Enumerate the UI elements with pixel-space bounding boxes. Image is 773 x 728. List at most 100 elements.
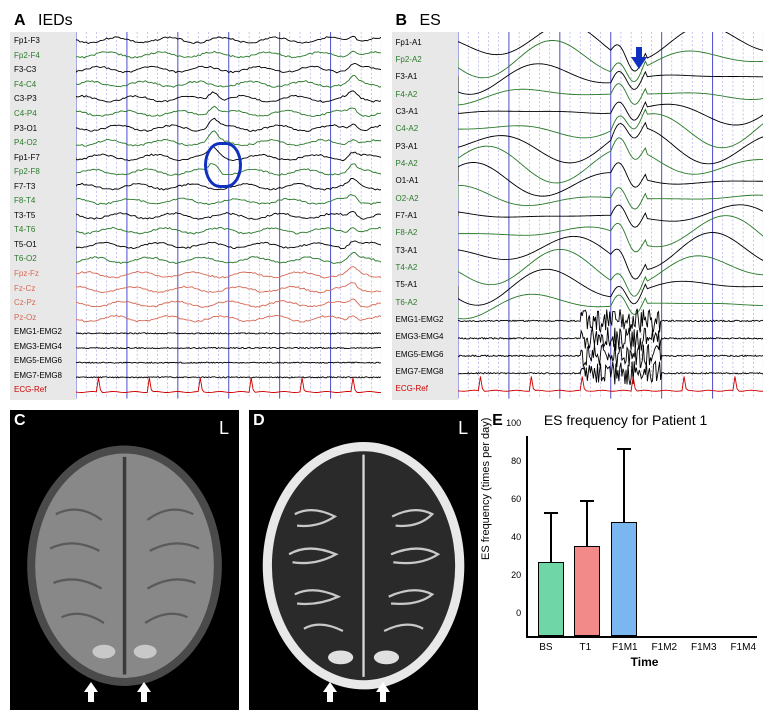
panel-a-traces [76, 32, 382, 400]
channel-label: Fp2-F4 [14, 52, 72, 60]
channel-label: P3-O1 [14, 125, 72, 133]
x-tick-label: BS [526, 642, 565, 653]
channel-label: P3-A1 [396, 143, 454, 151]
panel-d-arrow-right [375, 682, 391, 706]
y-tick-label: 40 [511, 532, 521, 542]
panel-a-eeg: A IEDs Fp1-F3 Fp2-F4 F3-C3 F4-C4 C3-P3 C4-P4 P… [10, 10, 382, 400]
panel-a-label: A [14, 12, 26, 30]
x-tick-label: F1M4 [724, 642, 763, 653]
y-tick-label: 0 [516, 608, 521, 618]
panel-d-label: D [253, 412, 265, 430]
channel-label: Cz-Pz [14, 299, 72, 307]
x-tick-label: F1M3 [684, 642, 723, 653]
x-tick-label: F1M2 [645, 642, 684, 653]
channel-label: F4-A2 [396, 91, 454, 99]
channel-label: EMG3-EMG4 [396, 333, 454, 341]
channel-label: F8-A2 [396, 229, 454, 237]
channel-label: O1-A1 [396, 177, 454, 185]
y-tick-label: 60 [511, 494, 521, 504]
panel-c-arrow-right [136, 682, 152, 706]
panel-d-arrow-left [322, 682, 338, 706]
channel-label: EMG7-EMG8 [396, 368, 454, 376]
channel-label: EMG7-EMG8 [14, 372, 72, 380]
channel-label: T6-O2 [14, 255, 72, 263]
channel-label: C4-P4 [14, 110, 72, 118]
channel-label: F8-T4 [14, 197, 72, 205]
panel-c-side-label: L [219, 418, 229, 439]
bar [574, 546, 600, 636]
panel-a-channel-labels: Fp1-F3 Fp2-F4 F3-C3 F4-C4 C3-P3 C4-P4 P3-O1 P4-… [10, 32, 76, 400]
channel-label: EMG5-EMG6 [14, 357, 72, 365]
channel-label: EMG5-EMG6 [396, 351, 454, 359]
panel-a-body: Fp1-F3 Fp2-F4 F3-C3 F4-C4 C3-P3 C4-P4 P3-O1 P4-… [10, 32, 382, 400]
channel-label: T6-A2 [396, 299, 454, 307]
panel-b-arrow-annotation [629, 47, 649, 73]
bar [611, 522, 637, 636]
panel-a-title: IEDs [38, 12, 73, 30]
channel-label: F3-A1 [396, 73, 454, 81]
bar-wrap [643, 436, 680, 636]
bar-wrap [569, 436, 606, 636]
panel-b-traces [458, 32, 764, 400]
channel-label: P4-O2 [14, 139, 72, 147]
channel-label: F7-T3 [14, 183, 72, 191]
bar-wrap [532, 436, 569, 636]
panel-d-brain-image [249, 410, 478, 710]
y-tick-label: 20 [511, 570, 521, 580]
panel-d-mri: D L [249, 410, 478, 710]
y-tick-label: 80 [511, 456, 521, 466]
channel-label: EMG1-EMG2 [396, 316, 454, 324]
channel-label: Fp2-A2 [396, 56, 454, 64]
panel-c-label: C [14, 412, 26, 430]
bar-wrap [716, 436, 753, 636]
channel-label: F4-C4 [14, 81, 72, 89]
panel-e-chart: E ES frequency for Patient 1 ES frequenc… [488, 410, 763, 710]
channel-label: Fpz-Fz [14, 270, 72, 278]
channel-label: C3-P3 [14, 95, 72, 103]
panel-a-circle-annotation [204, 142, 242, 188]
panel-e-bars [526, 436, 757, 638]
panel-b-waveforms [458, 32, 763, 399]
panel-d-side-label: L [458, 418, 468, 439]
channel-label: Fp1-A1 [396, 39, 454, 47]
channel-label: EMG3-EMG4 [14, 343, 72, 351]
panel-b-body: Fp1-A1Fp2-A2F3-A1F4-A2C3-A1C4-A2P3-A1P4-… [392, 32, 764, 400]
channel-label: Fz-Cz [14, 285, 72, 293]
x-tick-label: F1M1 [605, 642, 644, 653]
bottom-row: C L [10, 410, 763, 710]
channel-label: T5-O1 [14, 241, 72, 249]
channel-label: ECG-Ref [14, 386, 72, 394]
panel-e-ylabel: ES frequency (times per day) [480, 418, 492, 560]
panel-c-arrow-left [83, 682, 99, 706]
channel-label: T4-A2 [396, 264, 454, 272]
bar [538, 562, 564, 636]
panel-c-brain-image [10, 410, 239, 710]
panel-c-mri: C L [10, 410, 239, 710]
channel-label: F7-A1 [396, 212, 454, 220]
x-tick-label: T1 [566, 642, 605, 653]
channel-label: T4-T6 [14, 226, 72, 234]
bar-wrap [606, 436, 643, 636]
channel-label: C4-A2 [396, 125, 454, 133]
bar-wrap [679, 436, 716, 636]
panel-b-eeg: B ES Fp1-A1 Fp2-A2 F3-A1 F4-A2 C3-A1 C4-A2 P3-… [392, 10, 764, 400]
panel-e-label: E [492, 412, 503, 430]
panel-b-title: ES [420, 12, 441, 30]
panel-e-xlabel: Time [526, 655, 763, 669]
channel-label: ECG-Ref [396, 385, 454, 393]
channel-label: F3-C3 [14, 66, 72, 74]
panel-e-yticks: 100 80 60 40 20 0 [506, 418, 521, 618]
channel-label: Pz-Oz [14, 314, 72, 322]
channel-label: Fp2-F8 [14, 168, 72, 176]
panel-e-xlabels: BST1F1M1F1M2F1M3F1M4 [526, 642, 763, 653]
channel-label: EMG1-EMG2 [14, 328, 72, 336]
figure-grid: A IEDs Fp1-F3 Fp2-F4 F3-C3 F4-C4 C3-P3 C4-P4 P… [10, 10, 763, 710]
channel-label: Fp1-F3 [14, 37, 72, 45]
y-tick-label: 100 [506, 418, 521, 428]
panel-b-channel-labels: Fp1-A1Fp2-A2F3-A1F4-A2C3-A1C4-A2P3-A1P4-… [392, 32, 458, 400]
channel-label: C3-A1 [396, 108, 454, 116]
channel-label: Fp1-F7 [14, 154, 72, 162]
panel-e-title: ES frequency for Patient 1 [488, 412, 763, 428]
panel-a-waveforms [76, 32, 381, 399]
panel-b-label: B [396, 12, 408, 30]
